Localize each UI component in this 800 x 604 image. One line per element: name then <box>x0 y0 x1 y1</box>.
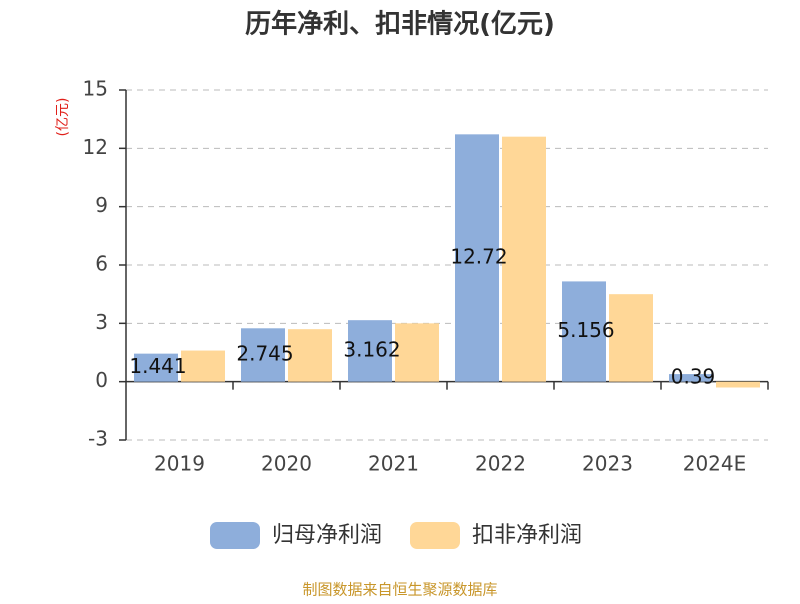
bar <box>609 294 653 382</box>
y-tick-label: 9 <box>95 193 108 217</box>
source-note: 制图数据来自恒生聚源数据库 <box>302 581 497 599</box>
y-tick-label: 6 <box>95 252 108 276</box>
data-label: 0.39 <box>671 364 716 388</box>
bar <box>395 323 439 382</box>
x-tick-label: 2022 <box>475 452 526 476</box>
chart-title: 历年净利、扣非情况(亿元) <box>245 9 555 40</box>
y-axis-unit: (亿元) <box>55 98 71 137</box>
bar <box>562 281 606 382</box>
legend-swatch <box>410 522 460 549</box>
legend-label: 扣非净利润 <box>472 523 582 548</box>
bar <box>716 381 760 388</box>
legend-swatch <box>210 522 260 549</box>
x-tick-label: 2020 <box>261 452 312 476</box>
bar <box>669 374 713 382</box>
data-label: 12.72 <box>450 245 507 269</box>
y-tick-label: 3 <box>95 310 108 334</box>
y-tick-label: 0 <box>95 368 108 392</box>
x-tick-label: 2021 <box>368 452 419 476</box>
bar <box>241 328 285 382</box>
bar <box>502 136 546 382</box>
bar <box>181 350 225 382</box>
bar <box>455 134 499 382</box>
y-tick-label: 15 <box>83 77 108 101</box>
bar <box>348 320 392 382</box>
data-label: 1.441 <box>129 354 186 378</box>
x-tick-label: 2019 <box>154 452 205 476</box>
legend-label: 归母净利润 <box>272 523 382 548</box>
bar <box>134 353 178 382</box>
data-label: 3.162 <box>343 337 400 361</box>
data-label: 5.156 <box>557 318 614 342</box>
data-label: 2.745 <box>236 341 293 365</box>
x-tick-label: 2024E <box>683 452 747 476</box>
bar <box>288 329 332 382</box>
y-tick-label: 12 <box>83 135 108 159</box>
y-tick-label: -3 <box>88 427 108 451</box>
x-tick-label: 2023 <box>582 452 633 476</box>
